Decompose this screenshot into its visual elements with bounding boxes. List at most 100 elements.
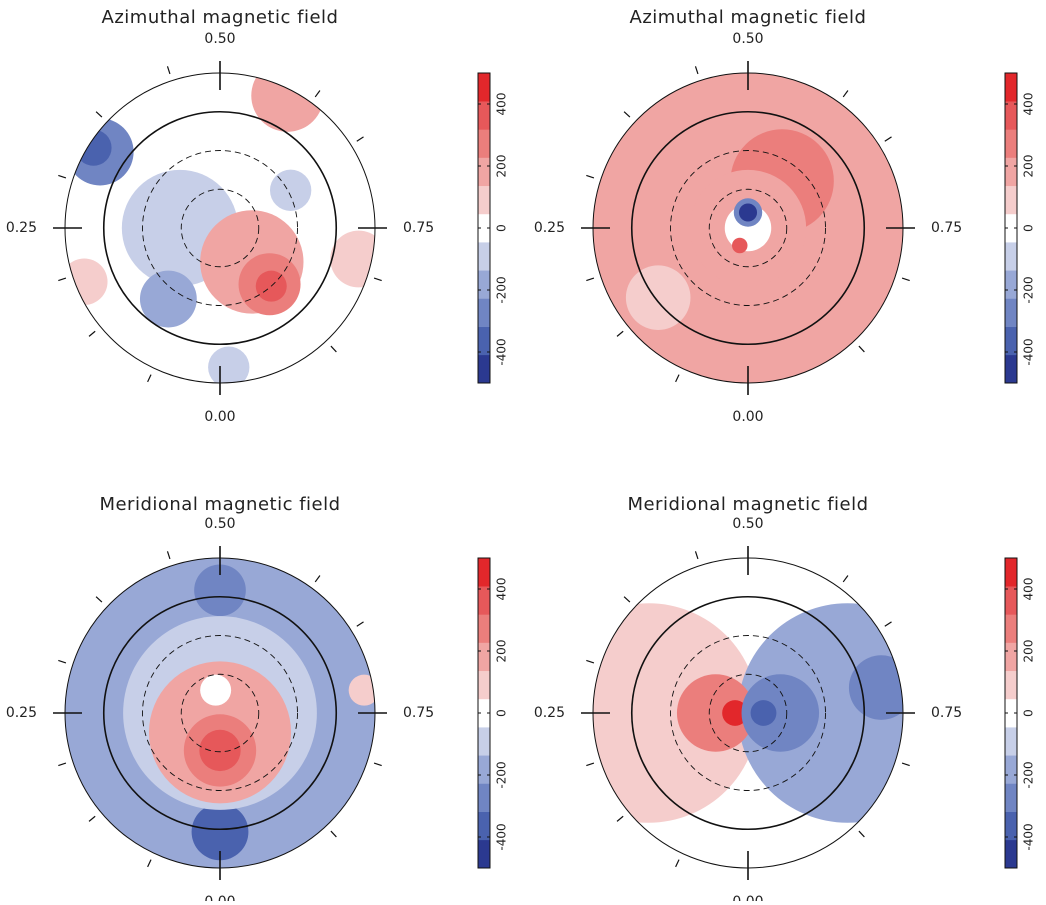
colorbar-label: 400	[495, 93, 509, 116]
chart-title: Azimuthal magnetic field	[102, 7, 339, 28]
colorbar-label: 0	[495, 224, 509, 232]
obs-phase-tick	[373, 277, 382, 282]
colorbar-bin	[1005, 614, 1017, 643]
colorbar-label: 400	[495, 578, 509, 601]
obs-phase-tick	[58, 659, 67, 664]
obs-phase-tick	[616, 330, 624, 337]
latitude-circle	[102, 595, 338, 831]
colorbar-bin	[1005, 811, 1017, 841]
obs-phase-tick	[623, 111, 631, 118]
field-blob	[722, 700, 748, 726]
panel: Azimuthal magnetic field 0.00 0.25 0.50 0.75…	[534, 7, 1036, 425]
colorbar-label: 0	[1022, 709, 1036, 717]
colorbar-bin	[478, 326, 490, 356]
colorbar-bin	[1005, 326, 1017, 356]
obs-phase-tick	[858, 345, 865, 353]
field-blob	[139, 270, 197, 328]
colorbar-bin	[478, 811, 490, 841]
obs-phase-tick	[623, 596, 631, 603]
colorbar-label: -400	[495, 338, 509, 365]
latitude-circle	[142, 635, 298, 791]
colorbar-label: -200	[1022, 761, 1036, 788]
colorbar-bin	[1005, 642, 1017, 672]
colorbar-bin	[478, 73, 490, 102]
phase-label: 0.00	[204, 409, 235, 425]
field	[593, 73, 903, 383]
phase-label: 0.25	[6, 220, 37, 236]
obs-phase-tick	[88, 330, 96, 337]
obs-phase-tick	[586, 277, 595, 282]
colorbar-label: -200	[495, 761, 509, 788]
colorbar-bin	[478, 614, 490, 643]
colorbar-bin	[478, 213, 490, 243]
colorbar-bin	[478, 129, 490, 158]
colorbar-bin	[478, 270, 490, 299]
field	[65, 558, 375, 868]
obs-phase-tick	[330, 830, 337, 838]
colorbar-bin	[478, 839, 490, 869]
colorbar-bin	[1005, 73, 1017, 102]
obs-phase-tick	[58, 277, 67, 282]
obs-phase-tick	[694, 66, 699, 75]
obs-phase-tick	[901, 762, 910, 767]
latitude-circle	[670, 150, 826, 306]
field-blob	[191, 803, 249, 861]
obs-phase-tick	[586, 762, 595, 767]
colorbar-bin	[478, 242, 490, 271]
panel: Meridional magnetic field 0.00 0.25 0.50 0.7…	[534, 494, 1036, 905]
field-blob	[194, 564, 246, 617]
field-blob	[750, 700, 777, 726]
colorbar-label: 400	[1022, 578, 1036, 601]
colorbar-bin	[478, 755, 490, 784]
obs-phase-tick	[314, 575, 321, 583]
phase-label: 0.75	[931, 220, 962, 236]
latitude-circle	[180, 188, 260, 268]
obs-phase-tick	[95, 596, 103, 603]
field-blob	[625, 265, 691, 330]
obs-phase-tick	[373, 762, 382, 767]
phase-label: 0.25	[6, 705, 37, 721]
obs-phase-tick	[694, 551, 699, 560]
phase-label: 0.75	[403, 705, 434, 721]
field-blob	[715, 558, 781, 623]
colorbar-bin	[1005, 839, 1017, 869]
colorbar-bin	[1005, 101, 1017, 130]
colorbar-bin	[1005, 586, 1017, 615]
colorbar-bin	[478, 586, 490, 615]
latitude-circle	[630, 110, 866, 346]
colorbar-label: -400	[1022, 338, 1036, 365]
phase-label: 0.50	[732, 31, 763, 47]
latitude-circle	[142, 150, 298, 306]
colorbar-bin	[478, 157, 490, 187]
colorbar-label: 200	[1022, 640, 1036, 663]
obs-phase-tick	[147, 859, 152, 868]
latitude-circle	[630, 595, 866, 831]
colorbar-label: 0	[495, 709, 509, 717]
colorbar-label: -400	[1022, 823, 1036, 850]
obs-phase-tick	[356, 621, 364, 627]
colorbar-bin	[1005, 213, 1017, 243]
colorbar-bin	[478, 354, 490, 384]
obs-phase-tick	[88, 815, 96, 822]
colorbar-bin	[478, 698, 490, 728]
latitude-circle	[708, 673, 788, 753]
phase-label: 0.50	[204, 31, 235, 47]
colorbar-bin	[1005, 185, 1017, 215]
colorbar-bin	[1005, 727, 1017, 756]
field	[593, 558, 903, 868]
colorbar-bin	[478, 558, 490, 587]
field-blob	[732, 237, 748, 254]
colorbar-label: 200	[495, 640, 509, 663]
obs-phase-tick	[884, 621, 892, 627]
phase-label: 0.50	[732, 516, 763, 532]
phase-label: 0.75	[403, 220, 434, 236]
phase-label: 0.50	[204, 516, 235, 532]
latitude-circle	[708, 188, 788, 268]
latitude-circle	[102, 110, 338, 346]
field-blob	[251, 73, 324, 132]
colorbar-bin	[1005, 242, 1017, 271]
field-blob	[65, 258, 108, 305]
field-blob	[208, 346, 250, 383]
